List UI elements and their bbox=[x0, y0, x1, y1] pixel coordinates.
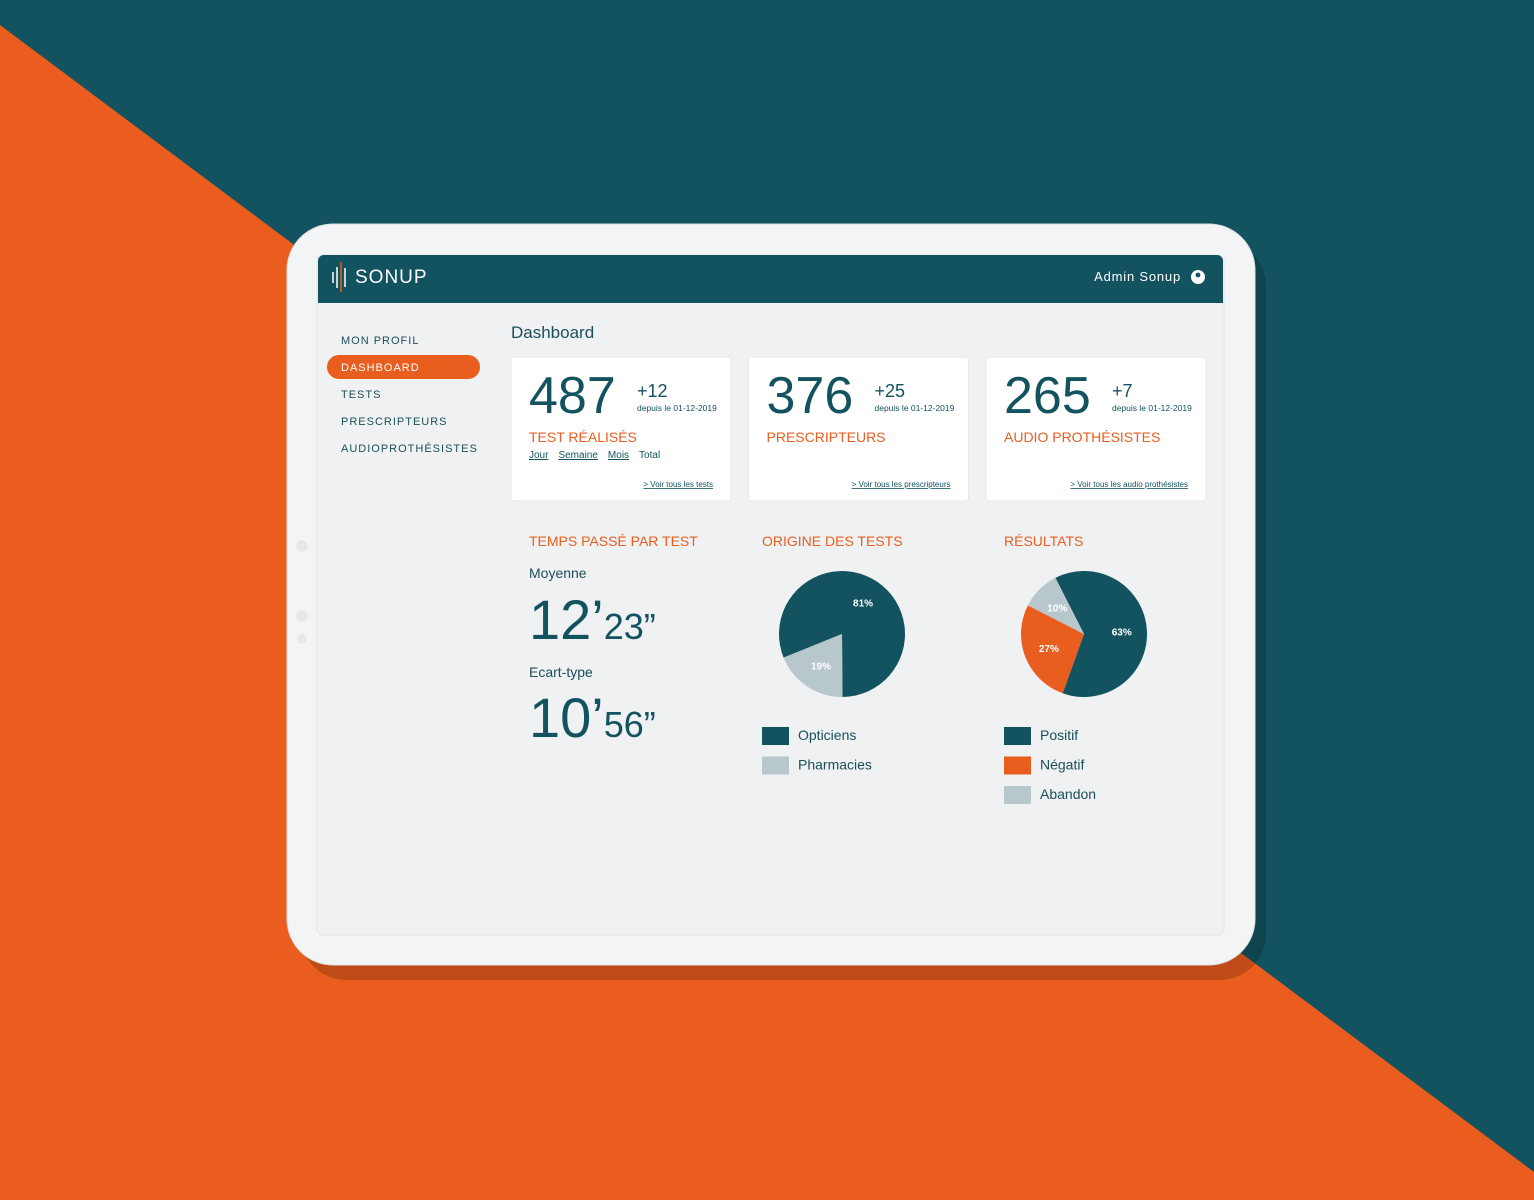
slice-label: 10% bbox=[1047, 603, 1067, 614]
card-link[interactable]: > Voir tous les audio prothésistes bbox=[1070, 480, 1188, 489]
nav-active-pill bbox=[327, 355, 480, 379]
seconds: 23” bbox=[604, 606, 656, 647]
pie-slice bbox=[783, 634, 843, 697]
logo-icon bbox=[332, 262, 346, 292]
pie-slice bbox=[1027, 577, 1084, 634]
page-title: Dashboard bbox=[511, 323, 594, 342]
legend-swatch bbox=[1004, 786, 1031, 804]
card bbox=[748, 356, 969, 502]
legend-label: Pharmacies bbox=[798, 757, 872, 773]
nav-item[interactable]: AUDIOPROTHÉSISTES bbox=[341, 442, 478, 455]
tablet-button bbox=[296, 610, 308, 622]
minutes: 10’ bbox=[529, 686, 604, 749]
chart-title: ORIGINE DES TESTS bbox=[762, 533, 903, 549]
minutes: 12’ bbox=[529, 588, 604, 651]
stat-label: Moyenne bbox=[529, 565, 587, 581]
card-delta: +7 bbox=[1112, 381, 1133, 401]
card bbox=[985, 356, 1207, 502]
pie-slice bbox=[1021, 605, 1084, 694]
legend-label: Négatif bbox=[1040, 757, 1084, 773]
chart-title: RÉSULTATS bbox=[1004, 533, 1083, 549]
card-delta: +25 bbox=[875, 381, 906, 401]
card-value: 487 bbox=[529, 367, 616, 425]
legend-swatch bbox=[762, 727, 789, 745]
pie-slice bbox=[779, 571, 906, 697]
card-link[interactable]: > Voir tous les tests bbox=[643, 480, 713, 489]
nav-item[interactable]: TESTS bbox=[341, 389, 381, 401]
slice-label: 27% bbox=[1039, 644, 1059, 655]
brand: SONUP bbox=[355, 267, 428, 288]
nav-item[interactable]: PRESCRIPTEURS bbox=[341, 416, 448, 428]
card-delta: +12 bbox=[637, 381, 668, 401]
card-filter[interactable]: Mois bbox=[608, 450, 629, 461]
tablet-button bbox=[297, 634, 307, 644]
card-since: depuis le 01-12-2019 bbox=[637, 403, 717, 413]
header-bar bbox=[318, 255, 1223, 303]
user-name[interactable]: Admin Sonup bbox=[1094, 269, 1181, 284]
slice-label: 63% bbox=[1112, 628, 1132, 639]
section-title: TEMPS PASSÉ PAR TEST bbox=[529, 533, 698, 549]
nav-item[interactable]: MON PROFIL bbox=[341, 335, 419, 347]
legend-label: Opticiens bbox=[798, 727, 856, 743]
slice-label: 19% bbox=[811, 661, 831, 672]
card-filter[interactable]: Total bbox=[639, 450, 660, 461]
card-since: depuis le 01-12-2019 bbox=[875, 403, 955, 413]
tablet-button bbox=[296, 540, 308, 552]
card-value: 376 bbox=[767, 367, 854, 425]
legend-label: Abandon bbox=[1040, 786, 1096, 802]
card-link[interactable]: > Voir tous les prescripteurs bbox=[852, 480, 951, 489]
card-label: PRESCRIPTEURS bbox=[767, 429, 886, 445]
card-filter[interactable]: Semaine bbox=[558, 450, 598, 461]
legend-swatch bbox=[762, 756, 789, 775]
slice-label: 81% bbox=[853, 599, 873, 610]
card-since: depuis le 01-12-2019 bbox=[1112, 403, 1192, 413]
stat-value: 12’23” bbox=[529, 588, 656, 651]
card-label: TEST RÉALISÉS bbox=[529, 429, 637, 445]
legend-swatch bbox=[1004, 756, 1031, 775]
card-filter[interactable]: Jour bbox=[529, 450, 549, 461]
legend-label: Positif bbox=[1040, 727, 1078, 743]
user-icon-head bbox=[1195, 272, 1201, 278]
stat-label: Ecart-type bbox=[529, 664, 593, 680]
card-value: 265 bbox=[1004, 367, 1091, 425]
pie-slice bbox=[1055, 571, 1147, 698]
seconds: 56” bbox=[604, 704, 656, 745]
card bbox=[510, 356, 732, 502]
legend-swatch bbox=[1004, 727, 1031, 745]
stat-value: 10’56” bbox=[529, 686, 656, 749]
nav-item[interactable]: DASHBOARD bbox=[341, 362, 420, 374]
card-label: AUDIO PROTHÉSISTES bbox=[1004, 429, 1160, 445]
